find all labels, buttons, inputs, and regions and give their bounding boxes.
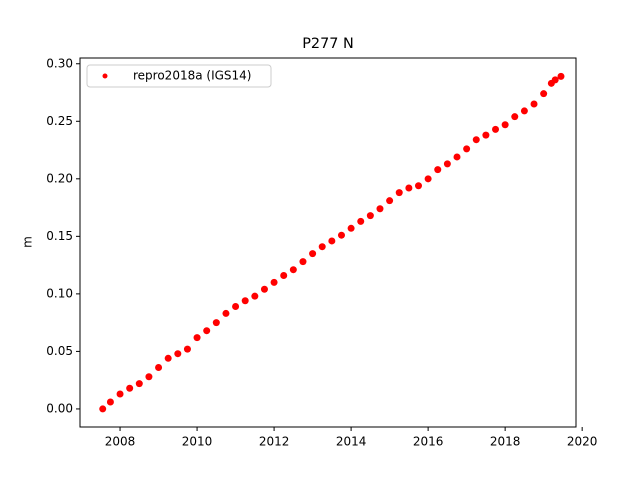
point [395,189,403,197]
point [241,297,249,305]
legend-frame [86,64,272,88]
y-tick-label: 0.10 [46,286,73,300]
point [280,271,288,279]
chart-title: P277 N [302,36,354,52]
y-tick-label: 0.25 [46,114,73,128]
plot-area [99,72,565,413]
point [309,250,317,258]
point [557,72,565,80]
point [289,266,297,274]
point [434,166,442,174]
legend: repro2018a (IGS14) [86,64,272,88]
point [270,278,278,286]
point [251,292,259,300]
point [337,231,345,239]
y-tick-label: 0.00 [46,401,73,415]
point [145,373,153,381]
point [299,258,307,266]
point [530,100,538,108]
point [106,398,114,406]
point [183,345,191,353]
x-tick-label: 2018 [490,435,521,449]
legend-label: repro2018a (IGS14) [133,69,251,83]
x-tick-label: 2008 [105,435,136,449]
point [386,197,394,205]
x-tick-label: 2016 [413,435,444,449]
point [424,175,432,183]
point [222,309,230,317]
y-tick-label: 0.20 [46,171,73,185]
point [376,205,384,213]
point [482,131,490,139]
x-tick-label: 2010 [182,435,213,449]
point [357,217,365,225]
point [366,212,374,220]
axes-frame [79,57,577,428]
x-tick-label: 2020 [567,435,598,449]
point [232,303,240,311]
point [347,224,355,232]
point [405,184,413,192]
legend-marker [102,73,108,79]
point [174,350,182,358]
point [193,334,201,342]
y-axis-label: m [21,236,35,248]
point [164,354,172,362]
y-tick-label: 0.30 [46,56,73,70]
point [463,145,471,153]
point [260,285,268,293]
point [203,327,211,335]
point [443,160,451,168]
x-tick-label: 2012 [259,435,290,449]
point [414,182,422,190]
point [126,384,134,392]
point [328,237,336,245]
point [520,107,528,115]
point [99,405,107,413]
y-tick-label: 0.05 [46,344,73,358]
point [540,90,548,98]
point [511,113,519,121]
y-tick-label: 0.15 [46,229,73,243]
point [492,125,500,133]
point [551,76,559,84]
point [212,319,220,327]
point [453,153,461,161]
point [501,121,509,129]
point [472,136,480,144]
x-tick-label: 2014 [336,435,367,449]
point [135,380,143,388]
point [155,364,163,372]
point [116,390,124,398]
point [318,243,326,251]
